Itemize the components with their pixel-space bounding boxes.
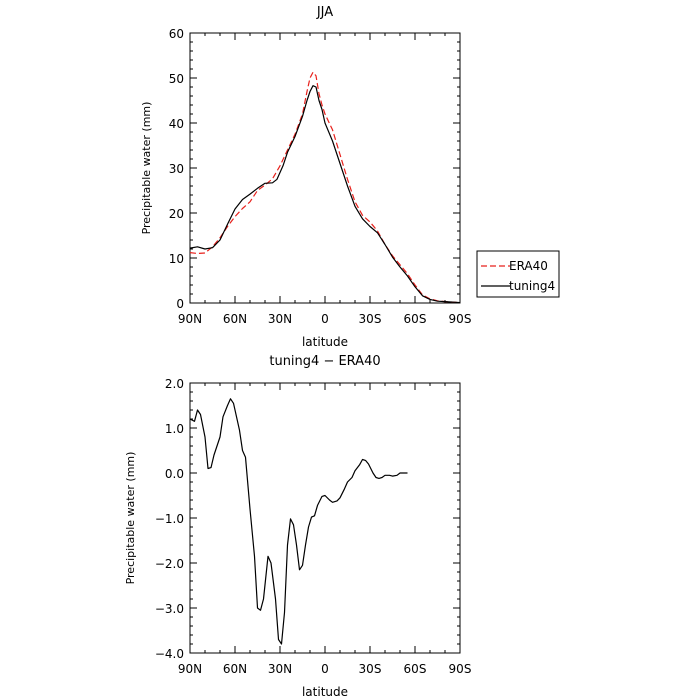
legend-tuning4-label: tuning4	[509, 279, 555, 293]
top-x-tick-label: 60N	[223, 312, 247, 326]
bottom-y-tick-label: −2.0	[155, 557, 184, 571]
bottom-y-axis-label: Precipitable water (mm)	[124, 452, 137, 585]
top-y-tick-label: 30	[169, 162, 184, 176]
top-y-tick-label: 60	[169, 27, 184, 41]
top-x-tick-label: 90S	[449, 312, 472, 326]
top-y-tick-label: 50	[169, 72, 184, 86]
bottom-x-tick-label: 0	[321, 662, 329, 676]
bottom-x-ticks: 90N 60N 30N 0 30S 60S 90S	[178, 383, 472, 676]
top-x-tick-label: 30S	[359, 312, 382, 326]
top-y-tick-label: 0	[176, 297, 184, 311]
top-chart-title: JJA	[316, 5, 333, 20]
top-series-line-era40	[189, 71, 461, 304]
bottom-y-tick-label: 2.0	[165, 377, 184, 391]
top-y-tick-label: 10	[169, 252, 184, 266]
bottom-x-tick-label: 90N	[178, 662, 202, 676]
top-x-tick-label: 90N	[178, 312, 202, 326]
top-plot-frame	[189, 32, 461, 304]
top-y-ticks: 0 10 20 30 40 50 60	[169, 27, 460, 311]
top-series-line-tuning4	[189, 85, 461, 304]
top-y-axis-label: Precipitable water (mm)	[140, 102, 153, 235]
top-x-axis-label: latitude	[302, 335, 348, 349]
bottom-x-axis-label: latitude	[302, 685, 348, 699]
bottom-x-tick-label: 30S	[359, 662, 382, 676]
bottom-y-tick-label: −4.0	[155, 647, 184, 661]
bottom-y-tick-label: 0.0	[165, 467, 184, 481]
top-panel: JJA 0 10 20 30 40 50 60 90N 60N 30N 0 30S 60S 90S la…	[140, 5, 471, 349]
top-x-tick-label: 60S	[404, 312, 427, 326]
top-x-ticks: 90N 60N 30N 0 30S 60S 90S	[178, 33, 472, 326]
top-y-tick-label: 40	[169, 117, 184, 131]
bottom-series	[189, 398, 408, 645]
bottom-y-tick-label: −1.0	[155, 512, 184, 526]
bottom-chart-title: tuning4 − ERA40	[269, 354, 380, 369]
top-y-tick-label: 20	[169, 207, 184, 221]
top-series	[189, 71, 461, 304]
top-x-tick-label: 30N	[268, 312, 292, 326]
bottom-x-tick-label: 60S	[404, 662, 427, 676]
bottom-x-tick-label: 90S	[449, 662, 472, 676]
bottom-series-line-1	[189, 398, 408, 645]
bottom-y-tick-label: −3.0	[155, 602, 184, 616]
bottom-y-tick-label: 1.0	[165, 422, 184, 436]
legend: ERA40 tuning4	[476, 250, 560, 298]
top-x-tick-label: 0	[321, 312, 329, 326]
bottom-x-tick-label: 60N	[223, 662, 247, 676]
bottom-y-ticks: 2.0 1.0 0.0 −1.0 −2.0 −3.0 −4.0	[155, 377, 460, 661]
legend-era40-label: ERA40	[509, 259, 548, 273]
bottom-panel: tuning4 − ERA40 2.0 1.0 0.0 −1.0 −2.0 −3.0 −4.…	[124, 354, 471, 699]
bottom-x-tick-label: 30N	[268, 662, 292, 676]
bottom-plot-frame	[189, 382, 461, 654]
legend-box	[476, 250, 560, 298]
